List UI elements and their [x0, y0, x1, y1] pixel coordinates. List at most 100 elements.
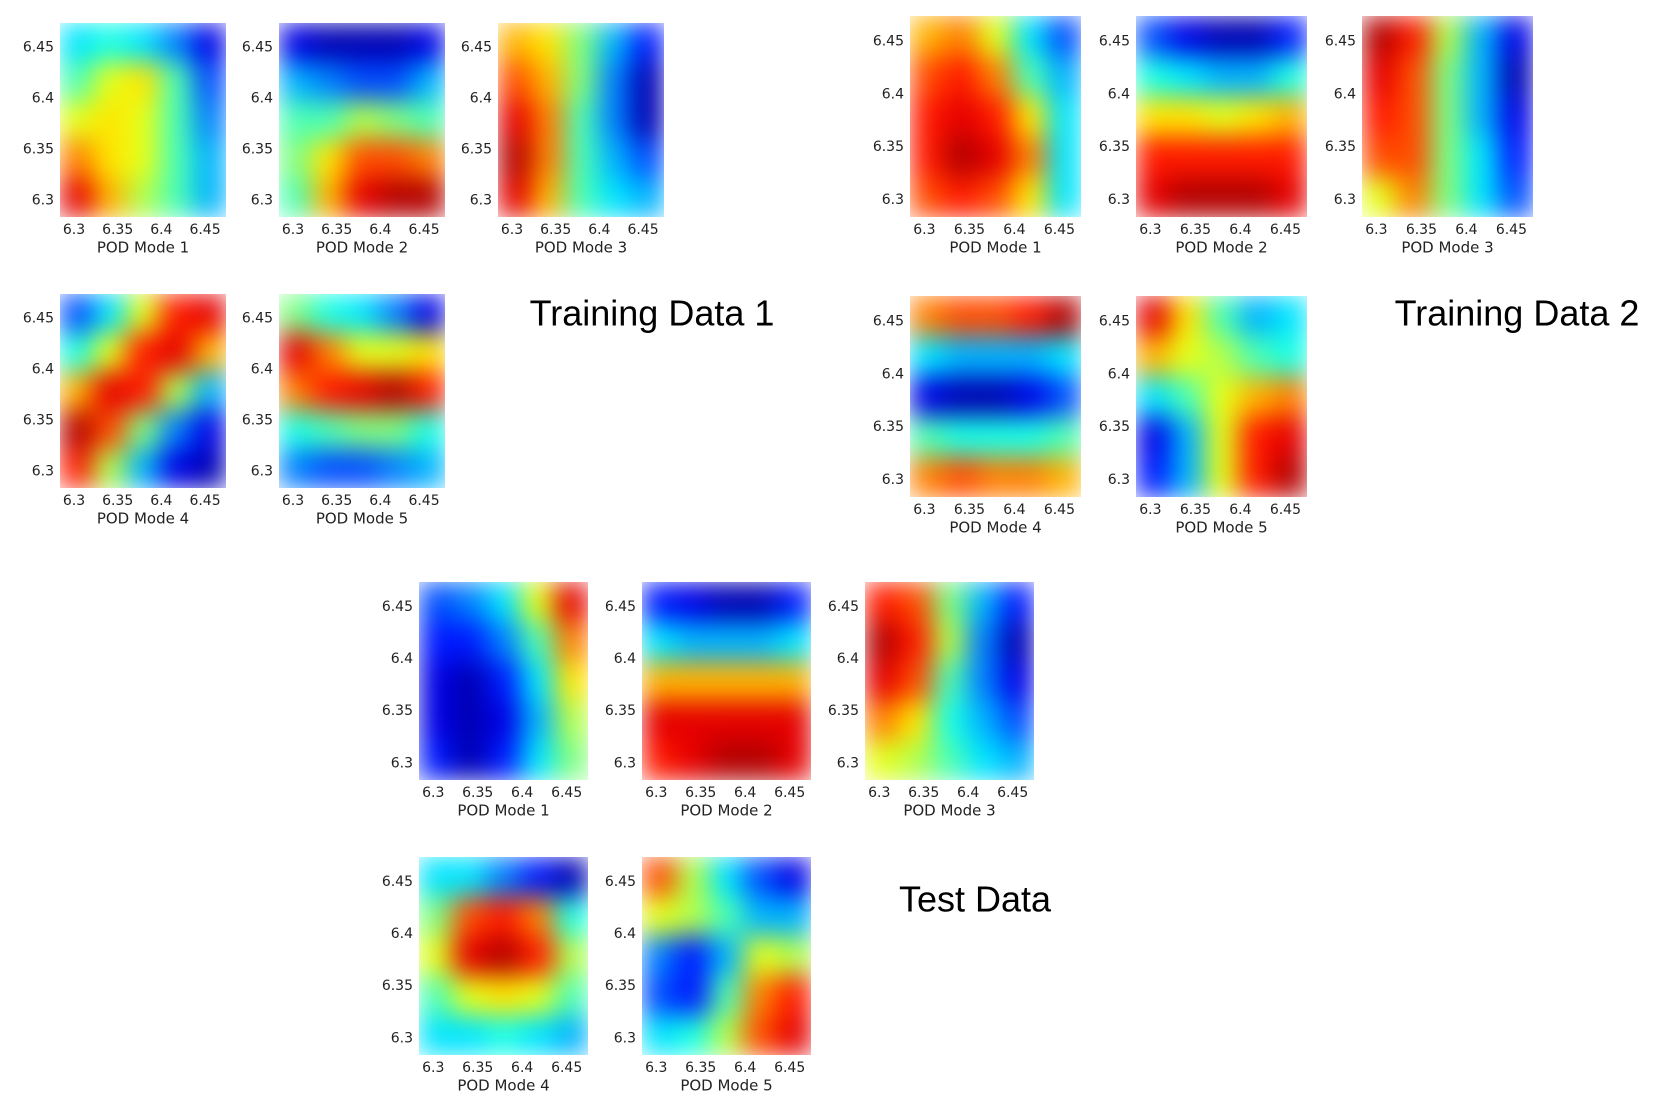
heatmap-cell [978, 336, 1014, 377]
heatmap-cell [966, 621, 1001, 662]
heatmap-cell [1272, 56, 1307, 97]
heatmap-cell [1000, 661, 1034, 702]
heatmap-cell [279, 410, 313, 450]
heatmap-cell [312, 178, 346, 217]
heatmap-cell [777, 700, 811, 741]
y-tick-label: 6.35 [382, 978, 413, 994]
x-tick-label: 6.35 [321, 222, 352, 238]
heatmap-cell [1046, 376, 1081, 418]
heatmap-cell [126, 139, 161, 179]
heatmap-cell [554, 661, 588, 702]
x-tick-label: 6.45 [1044, 222, 1075, 238]
y-tick-label: 6.4 [837, 651, 859, 667]
heatmap-cell [966, 661, 1001, 702]
heatmap-cell [378, 410, 413, 450]
heatmap-cell [411, 139, 445, 179]
heatmap-cell [597, 139, 632, 179]
x-tick-label: 6.4 [588, 222, 610, 238]
heatmap-cell [1012, 296, 1048, 337]
heatmap-cell [1170, 416, 1205, 458]
y-tick-label: 6.3 [470, 193, 492, 209]
x-axis-label: POD Mode 3 [535, 239, 627, 257]
heatmap-cell [411, 100, 445, 140]
x-tick-label: 6.3 [1365, 222, 1387, 238]
heatmap-cell [1204, 376, 1240, 418]
x-tick-label: 6.3 [1139, 502, 1161, 518]
heatmap-cell [1012, 56, 1048, 97]
x-tick-label: 6.35 [102, 493, 133, 509]
heatmap-cell [564, 139, 599, 179]
heatmap-cell [498, 61, 532, 102]
heatmap-cell [1362, 96, 1397, 138]
y-tick-label: 6.35 [1099, 419, 1130, 435]
heatmap-cell [1012, 416, 1048, 458]
y-tick-label: 6.3 [32, 464, 54, 480]
heatmap-cell [498, 23, 532, 63]
heatmap-cell [1012, 96, 1048, 138]
heatmap-cell [1238, 416, 1274, 458]
heatmap-cell [1396, 136, 1431, 178]
y-tick-label: 6.4 [251, 362, 273, 378]
heatmap-cell [1136, 296, 1171, 337]
heatmap-cell [419, 740, 454, 780]
heatmap-cell [93, 449, 127, 488]
heatmap-area [642, 582, 811, 780]
heatmap-cells [419, 582, 588, 780]
heatmap-cell [709, 936, 744, 977]
heatmap-cell [865, 661, 900, 702]
heatmap-cell [192, 371, 226, 411]
heatmap-cell [419, 621, 454, 662]
heatmap-cell [1170, 376, 1205, 418]
heatmap-cell [486, 582, 521, 623]
heatmap-cell [1046, 456, 1081, 497]
heatmap-cell [60, 449, 94, 488]
x-tick-label: 6.3 [63, 222, 85, 238]
heatmap-cell [910, 456, 945, 497]
heatmap-cell [910, 416, 945, 458]
x-axis-label: POD Mode 2 [680, 802, 772, 820]
heatmap-cell [675, 700, 711, 741]
heatmap-cell [60, 178, 94, 217]
heatmap-cell [1136, 176, 1171, 217]
heatmap-cell [1046, 56, 1081, 97]
heatmap-cell [1430, 56, 1466, 97]
y-tick-label: 6.35 [873, 139, 904, 155]
x-tick-label: 6.45 [627, 222, 658, 238]
heatmap-cell [1046, 16, 1081, 57]
y-tick-label: 6.35 [605, 703, 636, 719]
x-tick-label: 6.3 [282, 222, 304, 238]
heatmap-cell [978, 416, 1014, 458]
heatmap-cell [865, 740, 900, 780]
heatmap-cell [630, 23, 664, 63]
heatmap-cell [1396, 56, 1431, 97]
heatmap-cell [486, 857, 521, 898]
y-tick-label: 6.45 [382, 874, 413, 890]
heatmap-cell [1396, 16, 1431, 57]
heatmap-cell [1136, 376, 1171, 418]
heatmap-cell [192, 61, 226, 102]
heatmap-cell [777, 1015, 811, 1055]
heatmap-cell [60, 332, 94, 373]
heatmap-cell [345, 410, 380, 450]
heatmap-cell [564, 61, 599, 102]
heatmap-cell [642, 936, 677, 977]
heatmap-cell [1430, 176, 1466, 217]
heatmap-cell [520, 975, 555, 1016]
x-axis-label: POD Mode 5 [316, 510, 408, 528]
heatmap-cell [1012, 456, 1048, 497]
x-tick-label: 6.45 [408, 493, 439, 509]
x-tick-label: 6.45 [551, 1060, 582, 1076]
heatmap-cell [93, 294, 127, 334]
heatmap-cell [312, 410, 346, 450]
heatmap-cell [159, 100, 194, 140]
heatmap-cell [1046, 176, 1081, 217]
x-tick-label: 6.3 [282, 493, 304, 509]
heatmap-cell [126, 178, 161, 217]
heatmap-cell [932, 661, 967, 702]
heatmap-cell [932, 740, 967, 780]
heatmap-cell [709, 661, 744, 702]
y-tick-label: 6.35 [873, 419, 904, 435]
x-tick-label: 6.4 [734, 785, 756, 801]
